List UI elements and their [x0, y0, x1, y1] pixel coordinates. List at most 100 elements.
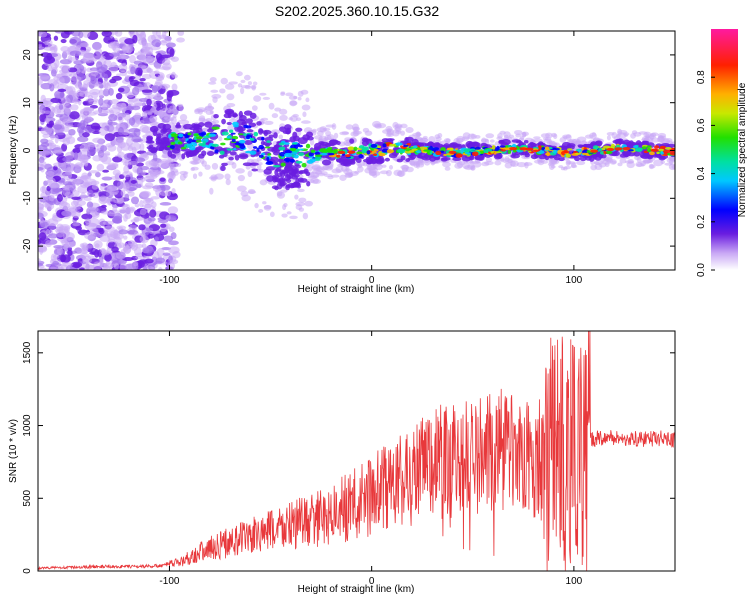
heat-cell: [145, 130, 155, 138]
heat-cell: [64, 191, 73, 197]
heat-cell: [614, 147, 623, 151]
heat-cell: [538, 145, 542, 150]
heat-cell: [633, 151, 641, 157]
heat-cell: [176, 103, 184, 107]
heat-cell: [87, 95, 93, 100]
heat-cell: [100, 196, 113, 203]
heat-cell: [84, 218, 92, 225]
heat-cell: [38, 203, 45, 211]
heat-cell: [382, 143, 387, 148]
heat-cell: [236, 126, 246, 132]
heat-cell: [377, 122, 387, 129]
heat-cell: [147, 111, 153, 116]
heat-cell: [193, 133, 200, 137]
heat-cell: [103, 73, 109, 82]
heat-cell: [149, 209, 157, 218]
heat-cell: [589, 132, 597, 140]
heat-cell: [553, 156, 561, 161]
heat-cell: [105, 143, 115, 148]
heat-cell: [171, 71, 176, 78]
heat-cell: [202, 135, 211, 139]
heat-cell: [510, 153, 521, 159]
heat-cell: [477, 154, 485, 161]
heat-cell: [452, 157, 462, 162]
heat-cell: [574, 156, 581, 162]
heat-cell: [381, 148, 389, 153]
heat-cell: [393, 169, 403, 177]
heat-cell: [168, 240, 179, 246]
heat-cell: [159, 50, 164, 55]
heat-cell: [285, 159, 290, 163]
spectrogram-ytick-label-4: 20: [22, 49, 33, 61]
heat-cell: [119, 263, 129, 270]
heat-cell: [244, 85, 252, 90]
heat-cell: [326, 149, 334, 153]
colorbar-tick-label-2: 0.4: [696, 166, 707, 180]
heat-cell: [650, 132, 659, 137]
heat-cell: [577, 148, 582, 153]
spectrogram-ytick-label-3: 10: [22, 97, 33, 109]
heat-cell: [180, 146, 187, 150]
heat-cell: [195, 139, 202, 143]
heat-cell: [62, 210, 72, 217]
heat-cell: [246, 134, 250, 138]
heat-cell: [210, 89, 219, 93]
heat-cell: [231, 113, 239, 118]
heat-cell: [281, 177, 286, 184]
heat-cell: [154, 236, 159, 242]
heat-cell: [116, 145, 123, 153]
heat-cell: [50, 134, 55, 140]
heat-cell: [192, 156, 200, 162]
heat-cell: [314, 156, 322, 160]
heat-cell: [114, 173, 122, 180]
heat-cell: [225, 110, 234, 114]
heat-cell: [641, 146, 647, 150]
heat-cell: [347, 150, 356, 154]
heat-cell: [40, 82, 52, 90]
heat-cell: [295, 117, 302, 122]
heat-cell: [301, 120, 311, 124]
heat-cell: [56, 194, 63, 202]
heat-cell: [143, 120, 152, 124]
heat-cell: [158, 146, 165, 152]
heat-cell: [70, 261, 83, 268]
heat-cell: [280, 162, 286, 167]
heat-cell: [127, 243, 135, 248]
heat-cell: [112, 206, 118, 213]
heat-cell: [218, 154, 225, 159]
heat-cell: [656, 151, 660, 155]
heat-cell: [238, 139, 246, 144]
heat-cell: [258, 209, 264, 213]
heat-cell: [101, 250, 111, 256]
heat-cell: [325, 130, 332, 136]
heat-cell: [449, 147, 454, 152]
heat-cell: [86, 151, 91, 158]
heat-cell: [603, 151, 607, 154]
heat-cell: [219, 150, 225, 155]
heat-cell: [144, 203, 152, 211]
heat-cell: [328, 155, 337, 158]
heat-cell: [507, 149, 512, 154]
heat-cell: [385, 169, 392, 177]
heat-cell: [117, 151, 125, 159]
heat-cell: [280, 92, 285, 97]
heat-cell: [221, 131, 229, 136]
heat-cell: [151, 39, 162, 47]
heat-cell: [524, 152, 530, 158]
heat-cell: [536, 150, 545, 154]
heat-cell: [226, 121, 233, 126]
heat-cell: [134, 74, 141, 81]
heat-cell: [243, 74, 251, 81]
heat-cell: [115, 92, 123, 100]
colorbar-ticks: 0.0 0.2 0.4 0.6 0.8: [696, 70, 715, 277]
heat-cell: [126, 227, 138, 236]
heat-cell: [143, 265, 148, 270]
heat-cell: [149, 125, 159, 133]
heat-cell: [123, 165, 130, 174]
heat-cell: [146, 68, 154, 73]
heat-cell: [289, 158, 296, 163]
heat-cell: [39, 74, 50, 80]
heat-cell: [162, 137, 170, 142]
heat-cell: [617, 128, 623, 136]
